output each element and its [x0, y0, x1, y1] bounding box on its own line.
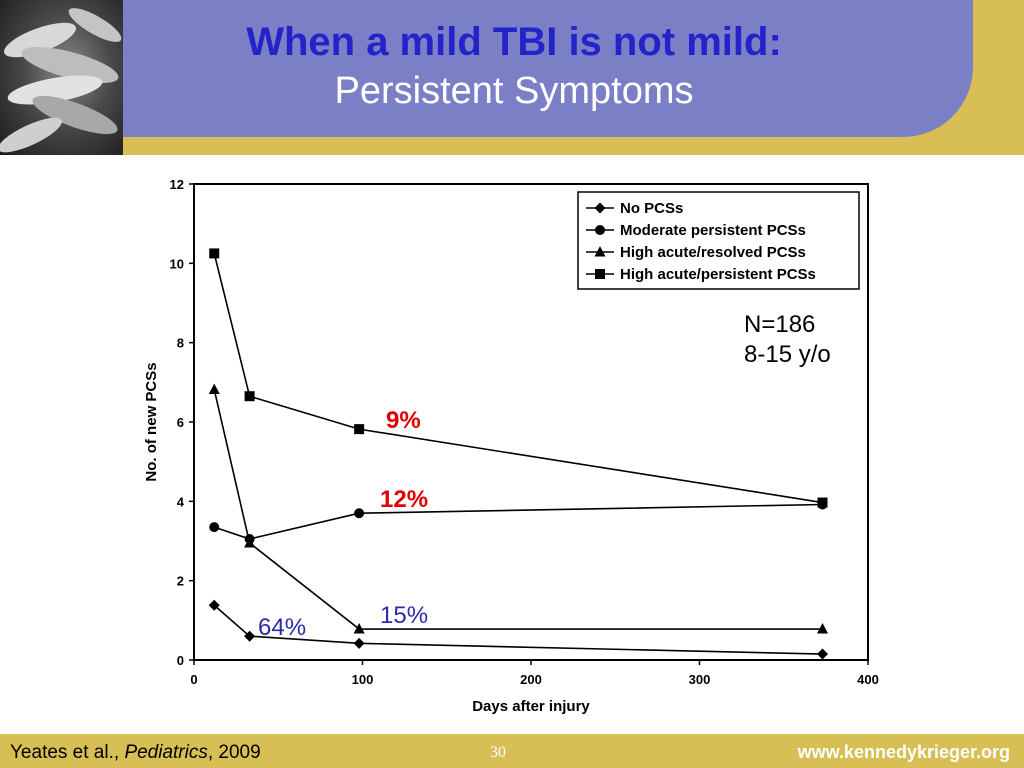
- legend-entry: High acute/persistent PCSs: [620, 266, 816, 283]
- series-line-4: [213, 253, 823, 504]
- data-point-circle: [354, 508, 365, 519]
- series-line-3: [213, 389, 823, 630]
- legend-marker-triangle: [594, 246, 606, 257]
- data-point-square: [209, 248, 220, 259]
- legend-entry: Moderate persistent PCSs: [620, 222, 806, 239]
- data-point-diamond: [208, 599, 220, 611]
- y-tick-label: 12: [170, 177, 184, 192]
- data-point-triangle: [208, 383, 220, 394]
- pct-acute-resolved-label: 15%: [380, 602, 429, 629]
- y-tick-label: 6: [177, 415, 184, 430]
- data-point-triangle: [353, 623, 365, 634]
- footer-bar: Yeates et al., Pediatrics, 2009 30 www.k…: [0, 734, 1024, 768]
- line-chart: 0 2 4 6 8 10 12 0 100 200 300 400 Days after injury N…: [143, 177, 879, 715]
- y-tick-label: 10: [170, 256, 184, 271]
- legend-marker-circle: [595, 225, 605, 235]
- legend-box: [577, 191, 860, 290]
- slide-title: When a mild TBI is not mild:: [246, 20, 782, 64]
- data-point-triangle: [817, 623, 829, 634]
- legend-marker-square: [595, 269, 605, 279]
- age-range-label: 8-15 y/o: [744, 341, 831, 368]
- y-tick-label: 8: [177, 336, 184, 351]
- data-point-square: [817, 497, 828, 508]
- title-panel: When a mild TBI is not mild: Persistent …: [123, 0, 973, 137]
- data-point-diamond: [817, 648, 829, 660]
- citation-authors: Yeates et al.,: [10, 742, 125, 763]
- legend-entry: High acute/resolved PCSs: [620, 244, 806, 261]
- data-point-circle: [209, 522, 220, 533]
- citation: Yeates et al., Pediatrics, 2009: [10, 742, 261, 764]
- data-point-triangle: [244, 536, 256, 548]
- y-tick-label: 4: [177, 494, 185, 509]
- series-line-2: [213, 503, 823, 540]
- sample-size-label: N=186: [744, 311, 816, 338]
- data-point-square: [354, 424, 365, 435]
- website-url[interactable]: www.kennedykrieger.org: [797, 742, 1010, 762]
- citation-year: , 2009: [207, 742, 261, 763]
- legend-marker-diamond: [594, 202, 606, 214]
- series-line-1: [213, 604, 823, 655]
- x-tick-label: 0: [190, 672, 197, 687]
- data-point-diamond: [353, 637, 365, 649]
- y-tick-label: 0: [177, 653, 184, 668]
- pct-moderate-label: 12%: [380, 486, 429, 513]
- x-axis-label: Days after injury: [472, 698, 590, 715]
- citation-journal: Pediatrics: [124, 742, 208, 763]
- x-tick-label: 300: [689, 672, 711, 687]
- x-tick-label: 400: [857, 672, 879, 687]
- data-point-square: [244, 391, 255, 402]
- legend-entry: No PCSs: [620, 200, 683, 217]
- sample-note: N=186 8-15 y/o: [744, 310, 831, 370]
- pct-no-pcs-label: 64%: [258, 614, 307, 641]
- data-point-diamond: [244, 630, 256, 642]
- hands-photo: [0, 0, 123, 155]
- y-tick-label: 2: [177, 574, 184, 589]
- pct-acute-persistent-label: 9%: [386, 407, 421, 434]
- y-axis-label: No. of new PCSs: [143, 362, 160, 481]
- x-tick-label: 200: [520, 672, 542, 687]
- x-tick-label: 100: [352, 672, 374, 687]
- slide-subtitle: Persistent Symptoms: [334, 70, 694, 112]
- page-number: 30: [490, 744, 506, 761]
